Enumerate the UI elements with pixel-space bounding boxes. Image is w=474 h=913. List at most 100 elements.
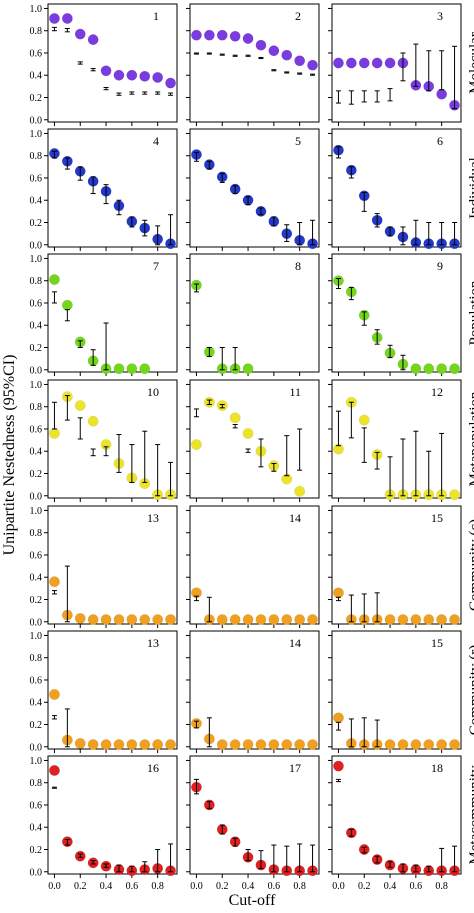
data-point (113, 739, 125, 750)
x-tick-label: 0.2 (358, 881, 371, 892)
x-tick-label: 0.6 (268, 881, 281, 892)
panel-number: 14 (289, 636, 301, 650)
data-point (74, 737, 86, 749)
panel-frame (331, 505, 462, 625)
panel-frame (47, 128, 178, 248)
panel-3-0: 3 (328, 3, 462, 126)
x-tick-label: 0.6 (410, 881, 423, 892)
panel-number: 10 (147, 385, 159, 399)
data-point (165, 614, 177, 625)
data-point (191, 439, 202, 451)
data-point (242, 427, 254, 439)
panel-8-2: 8 (186, 253, 320, 376)
y-tick-label: 0.2 (30, 93, 43, 104)
data-point (87, 739, 99, 750)
panel-number: 6 (437, 134, 443, 148)
panel-number: 13 (147, 636, 159, 650)
data-point (61, 13, 73, 24)
panel-14-5: 14 (186, 630, 320, 753)
data-point (294, 485, 306, 497)
data-point (113, 69, 125, 81)
y-tick-label: 0.8 (30, 276, 43, 287)
data-point (268, 614, 280, 625)
data-point (384, 739, 396, 750)
y-tick-label: 0.8 (30, 653, 43, 664)
data-point (49, 576, 60, 588)
x-tick-label: 0.8 (435, 881, 448, 892)
data-point (410, 363, 422, 375)
row-label: Metacommunity (467, 765, 474, 865)
panel-number: 16 (147, 761, 159, 775)
data-point (307, 614, 318, 625)
data-point (74, 400, 86, 412)
panel-number: 14 (289, 511, 301, 525)
panel-13-5: 0.0 0.2 0.4 0.6 0.8 1.0 13 (30, 630, 178, 753)
y-tick-label: 0.0 (30, 115, 43, 126)
panel-frame (331, 379, 462, 499)
panel-number: 3 (437, 9, 443, 23)
data-point (61, 299, 73, 311)
data-point (165, 739, 177, 750)
data-point (294, 739, 306, 750)
data-point (294, 55, 306, 67)
data-point (165, 77, 177, 89)
data-point (113, 363, 125, 375)
panel-frame (331, 3, 462, 123)
data-point (449, 489, 460, 501)
panel-number: 4 (153, 134, 159, 148)
y-tick-label: 0.2 (30, 720, 43, 731)
y-tick-label: 0.8 (30, 528, 43, 539)
y-tick-label: 0.4 (30, 196, 43, 207)
data-point (126, 363, 138, 375)
panel-4-1: 0.0 0.2 0.4 0.6 0.8 1.0 4 (30, 128, 178, 251)
panel-13-4: 0.0 0.2 0.4 0.6 0.8 1.0 13 (30, 505, 178, 628)
y-tick-label: 0.6 (30, 550, 43, 561)
y-tick-label: 1.0 (30, 506, 43, 517)
panel-number: 13 (147, 511, 159, 525)
data-point (423, 363, 435, 375)
panel-number: 1 (153, 9, 159, 23)
y-tick-label: 0.0 (30, 240, 43, 251)
data-point (100, 65, 112, 77)
y-tick-label: 0.4 (30, 321, 43, 332)
data-point (436, 88, 448, 100)
panel-15-5: 15 (328, 630, 462, 753)
x-tick-label: 0.0 (48, 881, 61, 892)
data-point (268, 45, 280, 57)
row-label: Community (c) (467, 519, 474, 611)
data-point (268, 739, 280, 750)
panel-frame (189, 755, 320, 875)
y-tick-label: 0.0 (30, 365, 43, 376)
panel-number: 2 (295, 9, 301, 23)
panel-frame (189, 3, 320, 123)
y-tick-label: 0.2 (30, 469, 43, 480)
y-tick-label: 1.0 (30, 631, 43, 642)
y-tick-label: 0.2 (30, 218, 43, 229)
panel-frame (331, 755, 462, 875)
y-tick-label: 0.8 (30, 26, 43, 37)
data-point (410, 614, 422, 625)
data-point (126, 614, 138, 625)
data-point (242, 33, 254, 44)
y-tick-label: 0.6 (30, 298, 43, 309)
data-point (358, 414, 370, 426)
panel-11-3: 11 (186, 379, 320, 502)
x-tick-label: 0.4 (242, 881, 255, 892)
data-point (152, 739, 164, 750)
panel-frame (47, 253, 178, 373)
x-tick-label: 0.2 (74, 881, 87, 892)
data-point (126, 69, 138, 81)
row-label: Population (467, 280, 474, 346)
data-point (216, 739, 228, 750)
data-point (49, 274, 60, 286)
data-point (307, 59, 318, 71)
panel-frame (331, 630, 462, 750)
y-tick-label: 0.6 (30, 800, 43, 811)
panel-16-6: 0.0 0.2 0.4 0.6 0.8 1.0 0.0 0.2 0.4 0.6 0.8 16 (30, 755, 178, 892)
data-point (152, 72, 164, 83)
panel-frame (47, 3, 178, 123)
panel-7-2: 0.0 0.2 0.4 0.6 0.8 1.0 7 (30, 253, 178, 376)
y-tick-label: 0.6 (30, 48, 43, 59)
y-tick-label: 1.0 (30, 4, 43, 15)
panel-number: 15 (431, 511, 443, 525)
